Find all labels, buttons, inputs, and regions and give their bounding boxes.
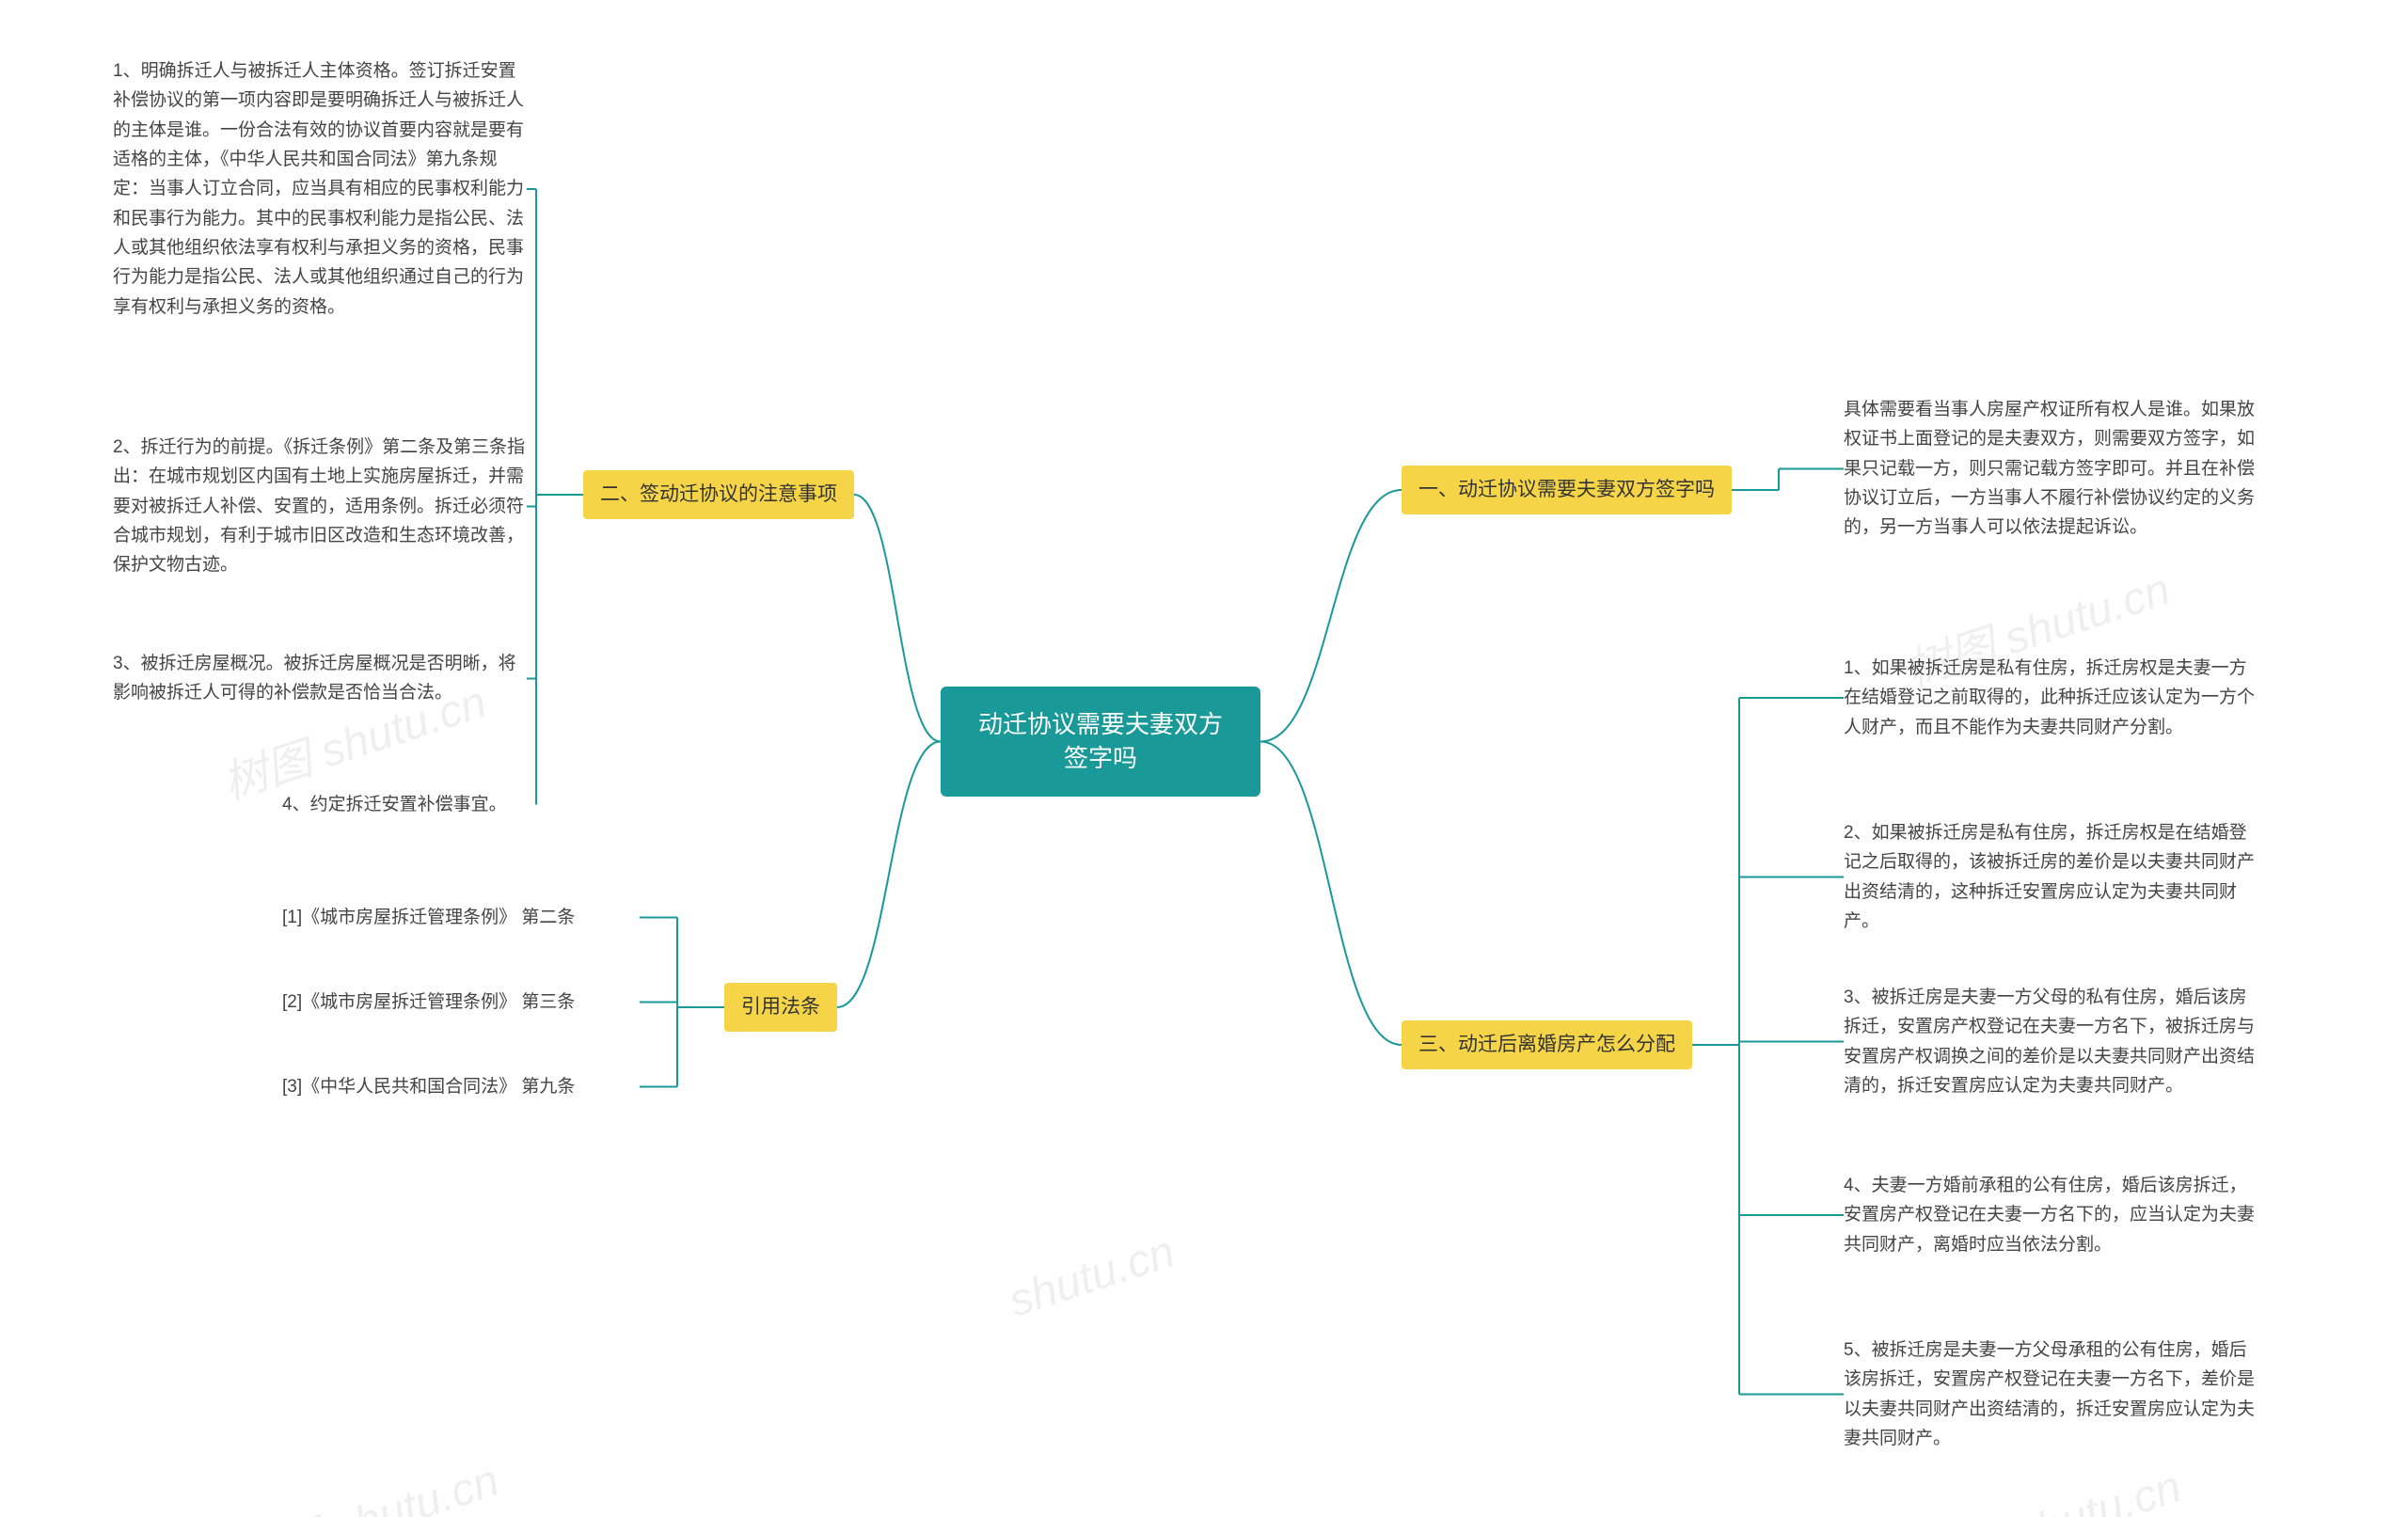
watermark: shutu.cn [2009,1461,2188,1517]
branch-4: 引用法条 [724,983,837,1032]
leaf-b3-3: 3、被拆迁房是夫妻一方父母的私有住房，婚后该房拆迁，安置房产权登记在夫妻一方名下… [1844,983,2258,1100]
mindmap-canvas: 动迁协议需要夫妻双方签字吗 一、动迁协议需要夫妻双方签字吗 二、签动迁协议的注意… [0,0,2408,1517]
leaf-b2-4: 4、约定拆迁安置补偿事宜。 [282,790,536,819]
leaf-b2-1: 1、明确拆迁人与被拆迁人主体资格。签订拆迁安置补偿协议的第一项内容即是要明确拆迁… [113,56,527,322]
leaf-b4-3: [3]《中华人民共和国合同法》 第九条 [282,1072,640,1101]
branch-1: 一、动迁协议需要夫妻双方签字吗 [1402,466,1732,514]
root-node: 动迁协议需要夫妻双方签字吗 [941,687,1260,797]
leaf-b2-2: 2、拆迁行为的前提。《拆迁条例》第二条及第三条指出：在城市规划区内国有土地上实施… [113,433,527,580]
leaf-b3-5: 5、被拆迁房是夫妻一方父母承租的公有住房，婚后该房拆迁，安置房产权登记在夫妻一方… [1844,1335,2258,1453]
leaf-b3-1: 1、如果被拆迁房是私有住房，拆迁房权是夫妻一方在结婚登记之前取得的，此种拆迁应该… [1844,654,2258,742]
watermark: 图 shutu.cn [268,1443,506,1517]
leaf-b4-2: [2]《城市房屋拆迁管理条例》 第三条 [282,988,640,1017]
leaf-b2-3: 3、被拆迁房屋概况。被拆迁房屋概况是否明晰，将影响被拆迁人可得的补偿款是否恰当合… [113,649,527,708]
watermark: shutu.cn [1003,1225,1181,1327]
leaf-b1-1: 具体需要看当事人房屋产权证所有权人是谁。如果放权证书上面登记的是夫妻双方，则需要… [1844,395,2258,543]
branch-2: 二、签动迁协议的注意事项 [583,470,854,519]
leaf-b4-1: [1]《城市房屋拆迁管理条例》 第二条 [282,903,640,932]
leaf-b3-4: 4、夫妻一方婚前承租的公有住房，婚后该房拆迁，安置房产权登记在夫妻一方名下的，应… [1844,1171,2258,1259]
branch-3: 三、动迁后离婚房产怎么分配 [1402,1020,1692,1069]
leaf-b3-2: 2、如果被拆迁房是私有住房，拆迁房权是在结婚登记之后取得的，该被拆迁房的差价是以… [1844,818,2258,936]
